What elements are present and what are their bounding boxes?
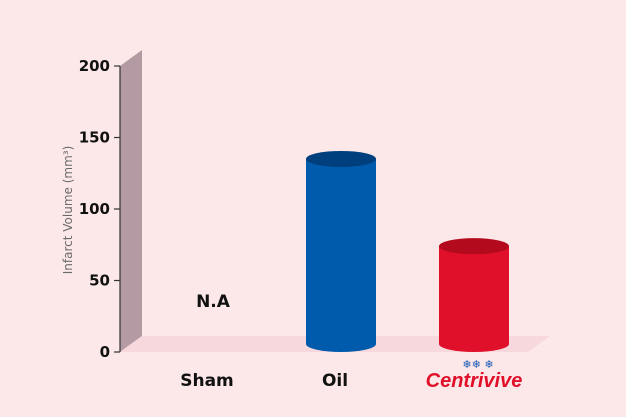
sham-na-label: N.A <box>196 292 231 312</box>
y-tick-label: 0 <box>100 343 110 361</box>
y-tick-label: 150 <box>79 129 110 147</box>
bar-body <box>306 158 376 352</box>
category-label-oil: Oil <box>322 371 348 391</box>
snowflake-icon: ❄❄ ❄ <box>462 358 493 371</box>
y-tick-label: 200 <box>79 57 110 75</box>
y-tick-label: 100 <box>79 200 110 218</box>
bar-top <box>439 238 509 255</box>
axis-wall <box>120 50 142 352</box>
y-tick-label: 50 <box>89 272 110 290</box>
y-axis: 0 50 100 150 200 <box>79 57 121 361</box>
bar-top <box>306 150 376 167</box>
bars: N.A <box>196 150 509 352</box>
bar-oil <box>306 150 376 352</box>
y-axis-title: Infarct Volume (mm³) <box>61 146 75 275</box>
category-label-centrivive: Centrivive <box>426 370 523 392</box>
category-label-sham: Sham <box>180 371 234 391</box>
bar-body <box>439 246 509 352</box>
category-labels: Sham Oil ❄❄ ❄Centrivive <box>180 358 522 392</box>
bar-centrivive <box>439 238 509 352</box>
